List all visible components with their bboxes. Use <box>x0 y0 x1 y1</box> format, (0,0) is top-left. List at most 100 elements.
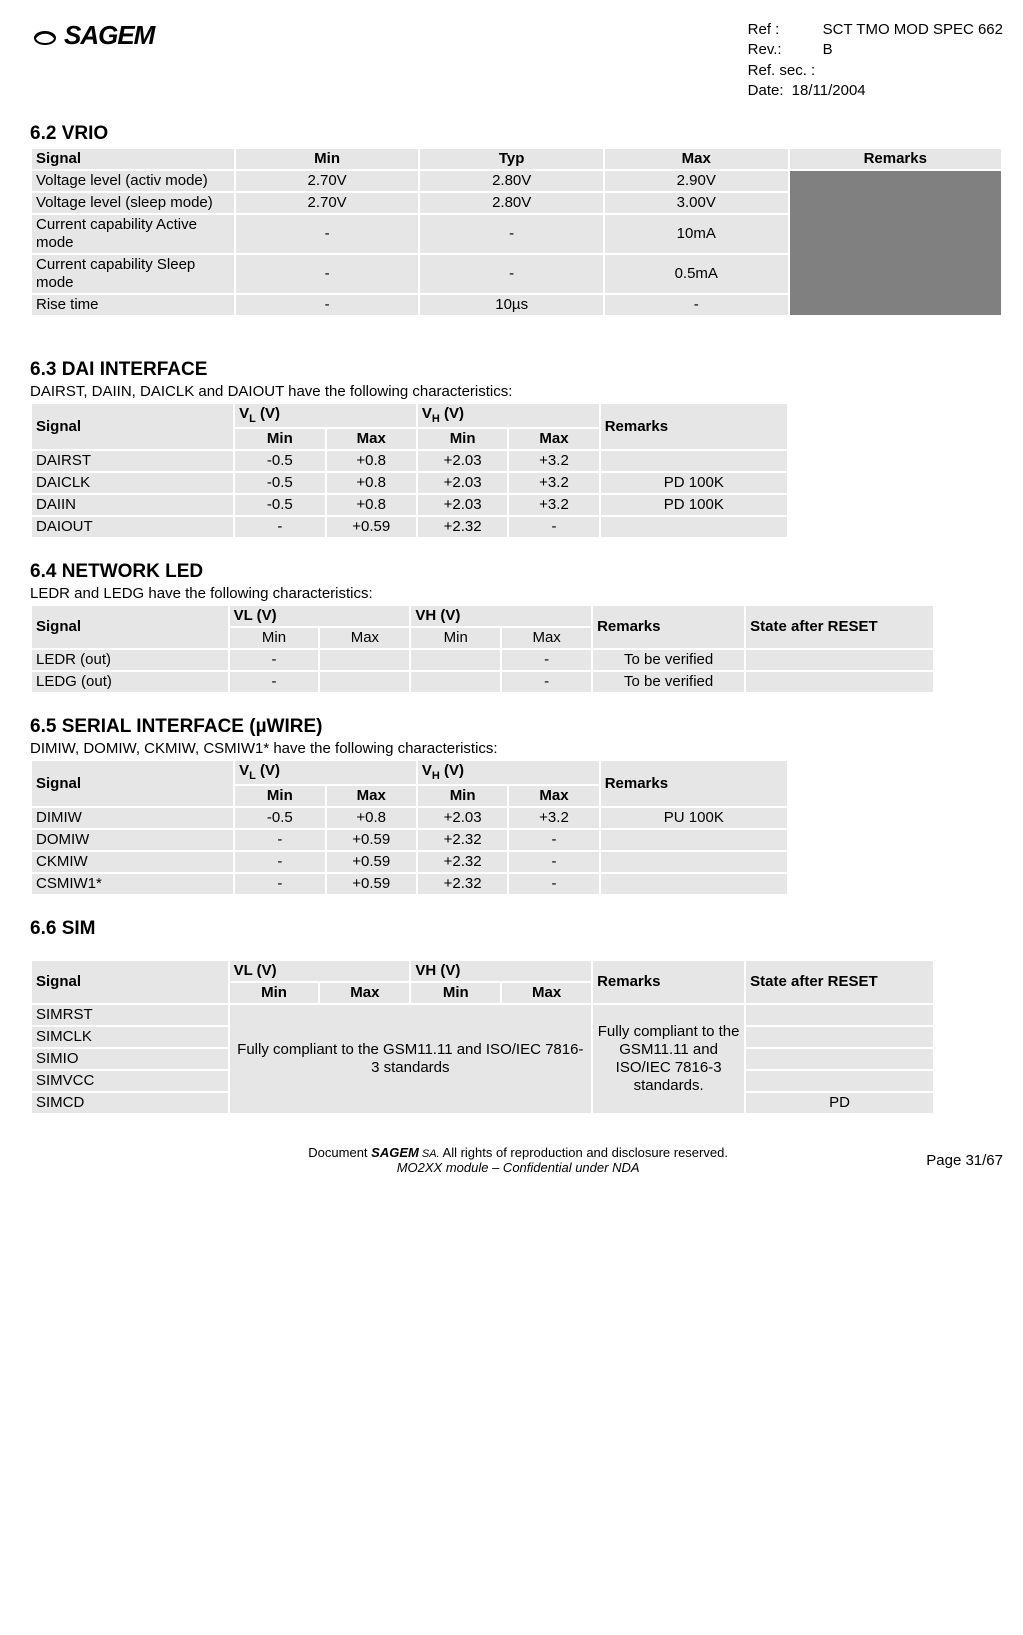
table-cell: 2.70V <box>236 171 419 191</box>
th-signal: Signal <box>32 761 233 806</box>
table-cell: DAICLK <box>32 473 233 493</box>
table-led: Signal VL (V) VH (V) Remarks State after… <box>30 604 935 694</box>
th-max: Max <box>509 786 598 806</box>
th-state: State after RESET <box>746 961 933 1003</box>
table-cell <box>601 852 787 872</box>
rev-label: Rev.: <box>748 40 823 60</box>
table-cell: Current capability Active mode <box>32 215 234 253</box>
table-cell: 0.5mA <box>605 255 788 293</box>
table-cell: SIMVCC <box>32 1071 228 1091</box>
th-signal: Signal <box>32 149 234 169</box>
table-cell <box>601 517 787 537</box>
table-cell: LEDG (out) <box>32 672 228 692</box>
table-cell: Current capability Sleep mode <box>32 255 234 293</box>
table-cell <box>320 672 409 692</box>
table-cell: DOMIW <box>32 830 233 850</box>
th-remarks: Remarks <box>790 149 1001 169</box>
table-cell: DIMIW <box>32 808 233 828</box>
table-cell <box>411 650 500 670</box>
table-cell: 10mA <box>605 215 788 253</box>
th-remarks: Remarks <box>601 404 787 449</box>
table-cell: +0.59 <box>327 517 416 537</box>
th-max: Max <box>502 628 591 648</box>
th-remarks: Remarks <box>601 761 787 806</box>
table-cell: CSMIW1* <box>32 874 233 894</box>
table-cell: -0.5 <box>235 473 324 493</box>
table-cell: +2.03 <box>418 808 507 828</box>
serial-intro: DIMIW, DOMIW, CKMIW, CSMIW1* have the fo… <box>30 740 1003 757</box>
th-min: Min <box>235 429 324 449</box>
th-max: Max <box>327 429 416 449</box>
section-title-serial: 6.5 SERIAL INTERFACE (µWIRE) <box>30 716 1003 738</box>
table-cell <box>601 874 787 894</box>
th-remarks: Remarks <box>593 606 744 648</box>
table-cell: - <box>509 874 598 894</box>
table-cell: - <box>420 215 603 253</box>
table-cell: DAIIN <box>32 495 233 515</box>
th-min: Min <box>418 786 507 806</box>
table-cell <box>746 1027 933 1047</box>
led-intro: LEDR and LEDG have the following charact… <box>30 585 1003 602</box>
th-min: Min <box>418 429 507 449</box>
table-cell: 2.70V <box>236 193 419 213</box>
date-value: 18/11/2004 <box>792 82 866 99</box>
table-dai: Signal VL (V) VH (V) Remarks Min Max Min… <box>30 402 789 539</box>
table-cell: -0.5 <box>235 495 324 515</box>
table-cell: - <box>509 830 598 850</box>
brand-text: SAGEM <box>64 20 154 50</box>
table-cell: LEDR (out) <box>32 650 228 670</box>
table-cell: - <box>502 650 591 670</box>
table-cell: SIMCLK <box>32 1027 228 1047</box>
table-cell: +0.59 <box>327 852 416 872</box>
table-cell: Voltage level (sleep mode) <box>32 193 234 213</box>
table-cell <box>601 830 787 850</box>
table-cell: +0.8 <box>327 451 416 471</box>
table-cell: +0.8 <box>327 808 416 828</box>
table-cell <box>746 650 933 670</box>
table-cell: - <box>236 295 419 315</box>
table-cell <box>746 1049 933 1069</box>
th-max: Max <box>502 983 591 1003</box>
th-vl: VL (V) <box>230 961 410 981</box>
section-title-dai: 6.3 DAI INTERFACE <box>30 359 1003 381</box>
page-footer: Document SAGEM SA. All rights of reprodu… <box>30 1145 1003 1175</box>
th-min: Min <box>230 983 319 1003</box>
table-cell <box>746 672 933 692</box>
table-cell: SIMIO <box>32 1049 228 1069</box>
table-cell: - <box>230 672 319 692</box>
table-cell: To be verified <box>593 672 744 692</box>
th-remarks: Remarks <box>593 961 744 1003</box>
th-vl: VL (V) <box>235 404 416 427</box>
table-cell: +3.2 <box>509 451 598 471</box>
sim-merged-body: Fully compliant to the GSM11.11 and ISO/… <box>230 1005 592 1113</box>
page-header: SAGEM Ref :SCT TMO MOD SPEC 662 Rev.:B R… <box>30 20 1003 101</box>
table-cell: +2.03 <box>418 495 507 515</box>
table-cell: DAIOUT <box>32 517 233 537</box>
table-cell: Rise time <box>32 295 234 315</box>
table-cell: +0.59 <box>327 830 416 850</box>
th-vh: VH (V) <box>418 761 599 784</box>
table-cell <box>411 672 500 692</box>
dai-intro: DAIRST, DAIIN, DAICLK and DAIOUT have th… <box>30 383 1003 400</box>
table-cell: - <box>605 295 788 315</box>
table-cell: - <box>509 517 598 537</box>
th-min: Min <box>411 628 500 648</box>
table-cell: - <box>235 830 324 850</box>
table-cell: +2.03 <box>418 451 507 471</box>
table-cell: - <box>235 852 324 872</box>
th-vh: VH (V) <box>411 606 591 626</box>
th-max: Max <box>320 628 409 648</box>
table-cell: +3.2 <box>509 473 598 493</box>
table-cell: - <box>420 255 603 293</box>
logo: SAGEM <box>30 20 154 101</box>
table-cell: CKMIW <box>32 852 233 872</box>
section-title-sim: 6.6 SIM <box>30 918 1003 940</box>
th-min: Min <box>236 149 419 169</box>
table-cell: To be verified <box>593 650 744 670</box>
table-cell: - <box>502 672 591 692</box>
table-cell <box>746 1071 933 1091</box>
doc-info: Ref :SCT TMO MOD SPEC 662 Rev.:B Ref. se… <box>748 20 1003 101</box>
remarks-merged <box>790 171 1001 315</box>
table-cell: +2.32 <box>418 874 507 894</box>
th-max: Max <box>509 429 598 449</box>
